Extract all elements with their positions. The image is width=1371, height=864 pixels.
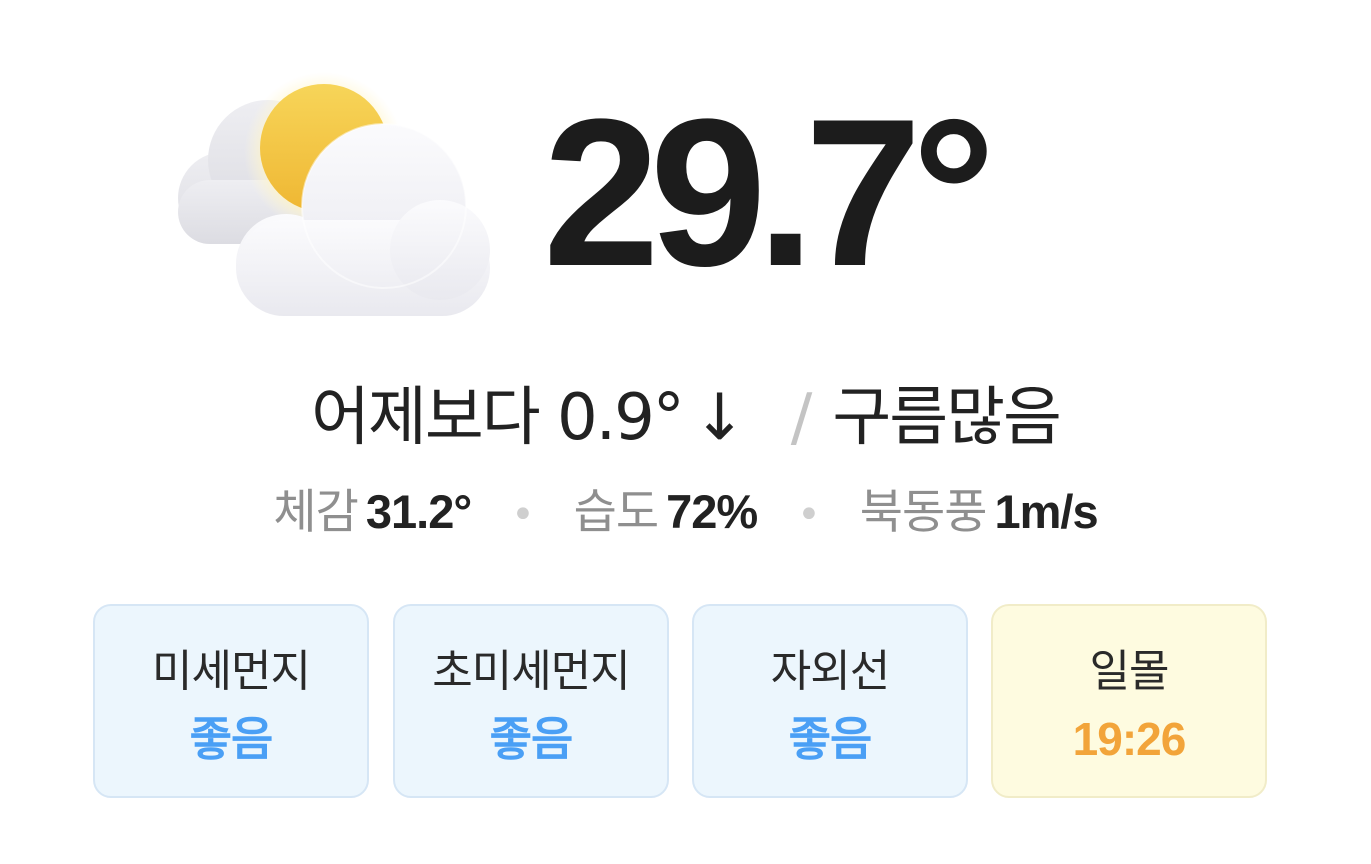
detail-value: 31.2° xyxy=(365,485,472,538)
partly-cloudy-icon xyxy=(178,72,490,316)
separator-dot: • xyxy=(511,492,535,538)
card-ultrafine-dust[interactable]: 초미세먼지 좋음 xyxy=(393,604,669,798)
card-uv-index[interactable]: 자외선 좋음 xyxy=(692,604,968,798)
card-value: 좋음 xyxy=(788,712,873,766)
detail-wind: 북동풍 1m/s xyxy=(846,485,1099,540)
detail-label: 체감 xyxy=(273,485,358,540)
card-value: 좋음 xyxy=(189,712,274,766)
detail-label: 습도 xyxy=(573,485,659,540)
info-cards: 미세먼지 좋음 초미세먼지 좋음 자외선 좋음 일몰 19:26 xyxy=(93,604,1271,802)
card-label: 미세먼지 xyxy=(152,646,311,697)
summary-separator: / xyxy=(790,381,813,455)
card-value: 좋음 xyxy=(489,712,574,766)
comparison-label: 어제보다 xyxy=(311,381,541,455)
card-value: 19:26 xyxy=(1072,713,1187,765)
card-label: 자외선 xyxy=(770,646,890,697)
weather-condition: 구름많음 xyxy=(832,381,1062,455)
weather-summary: 어제보다 0.9° ↓ / 구름많음 xyxy=(0,378,1371,458)
separator-dot: • xyxy=(797,492,821,538)
card-fine-dust[interactable]: 미세먼지 좋음 xyxy=(93,604,369,798)
detail-value: 72% xyxy=(666,485,758,538)
down-arrow-icon: ↓ xyxy=(692,381,747,455)
card-label: 일몰 xyxy=(1089,646,1170,697)
detail-label: 북동풍 xyxy=(859,485,988,540)
comparison-value: 0.9° xyxy=(557,381,685,455)
detail-humidity: 습도 72% xyxy=(560,485,771,540)
card-label: 초미세먼지 xyxy=(432,646,630,697)
weather-details: 체감 31.2° • 습도 72% • 북동풍 1m/s xyxy=(0,482,1371,545)
current-temperature: 29.7° xyxy=(543,75,996,310)
detail-feels-like: 체감 31.2° xyxy=(273,485,485,540)
detail-value: 1m/s xyxy=(994,485,1098,538)
card-sunset[interactable]: 일몰 19:26 xyxy=(991,604,1267,798)
